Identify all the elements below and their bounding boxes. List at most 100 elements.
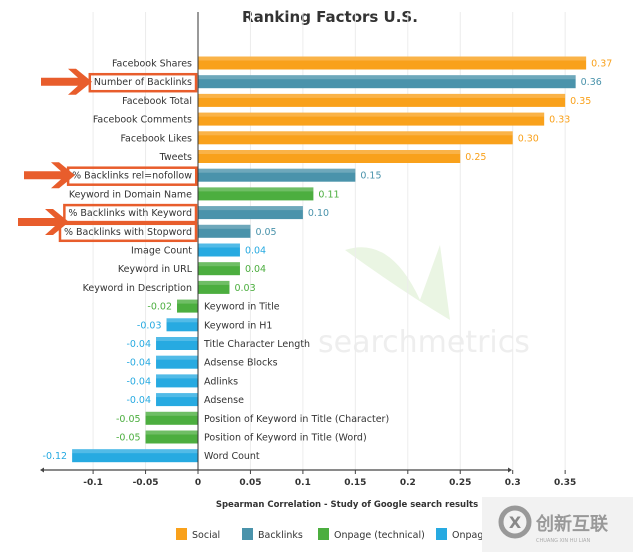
legend-item[interactable]: Social [176, 528, 220, 541]
bar[interactable] [198, 224, 251, 238]
value-label: -0.05 [116, 433, 141, 444]
bar[interactable] [198, 168, 356, 182]
corner-logo: X 创新互联 CHUANG XIN HU LIAN [482, 497, 633, 552]
bar-highlight [198, 75, 576, 80]
category-label: Title Character Length [203, 339, 310, 350]
value-label: -0.02 [147, 302, 172, 313]
category-label: Word Count [204, 451, 260, 462]
bar-highlight [198, 262, 240, 267]
legend-label: Social [192, 530, 220, 541]
bar-highlight [156, 337, 198, 341]
x-tick-label: 0.15 [344, 478, 366, 488]
value-label: -0.05 [116, 414, 141, 425]
bar-highlight [198, 150, 461, 154]
bar[interactable] [145, 411, 198, 425]
x-tick-label: -0.05 [133, 478, 159, 488]
x-tick-label: 0.3 [505, 478, 521, 488]
bar[interactable] [156, 374, 198, 388]
x-tick-label: 0 [195, 478, 201, 488]
x-tick-label: 0.35 [554, 478, 576, 488]
category-label: Position of Keyword in Title (Character) [204, 414, 389, 425]
category-label: Adsense [204, 395, 244, 406]
category-label: Facebook Total [122, 96, 192, 107]
bar-highlight [198, 243, 240, 248]
value-label: 0.36 [581, 77, 602, 88]
bar[interactable] [156, 337, 198, 350]
bar-highlight [198, 56, 587, 61]
arrow-icon [41, 68, 92, 95]
x-axis-label: Spearman Correlation - Study of Google s… [216, 500, 478, 510]
value-label: 0.03 [234, 283, 255, 294]
bar-highlight [198, 206, 303, 211]
bar-highlight [156, 374, 198, 379]
category-label: Keyword in URL [118, 264, 193, 275]
x-tick-label: 0.1 [295, 478, 311, 488]
value-label: 0.05 [255, 227, 276, 238]
arrow-icon [18, 208, 69, 235]
bar-highlight [198, 187, 314, 192]
legend-label: Onpage (technical) [334, 530, 425, 541]
legend-item[interactable]: Onpage (technical) [318, 528, 425, 541]
bar-highlight [156, 355, 198, 360]
category-label: Keyword in Title [204, 302, 280, 313]
bar-highlight [198, 93, 566, 98]
value-label: -0.12 [43, 451, 68, 462]
bar-highlight [72, 449, 198, 454]
highlight-box [58, 222, 198, 243]
bar[interactable] [145, 430, 198, 444]
category-label: % Backlinks with Keyword [68, 208, 192, 219]
legend-label: Backlinks [258, 530, 303, 541]
legend-swatch [242, 528, 253, 540]
bar-highlight [145, 430, 198, 435]
bar-highlight [198, 131, 513, 136]
bar[interactable] [198, 112, 545, 126]
bar[interactable] [156, 393, 198, 407]
x-tick-label: 0.05 [239, 478, 261, 488]
value-label: -0.04 [126, 376, 151, 387]
category-label: % Backlinks rel=nofollow [72, 171, 192, 182]
category-label: Adlinks [204, 376, 238, 387]
bar[interactable] [166, 318, 198, 332]
bar-highlight [156, 393, 198, 398]
highlight-box [63, 203, 198, 224]
bar[interactable] [198, 280, 230, 294]
bar[interactable] [198, 262, 240, 276]
searchmetrics-watermark: searchmetrics [318, 245, 530, 360]
bar-highlight [166, 318, 198, 323]
svg-text:searchmetrics: searchmetrics [318, 325, 530, 360]
value-label: 0.35 [570, 96, 591, 107]
legend-label: Onpage [452, 530, 489, 541]
bar[interactable] [198, 93, 566, 107]
category-label: Number of Backlinks [94, 77, 192, 88]
category-label: % Backlinks with Stopword [64, 227, 192, 238]
bar[interactable] [72, 449, 198, 463]
legend-item[interactable]: Backlinks [242, 528, 303, 541]
bar-highlight [177, 299, 198, 304]
bar-highlight [198, 280, 230, 285]
bar[interactable] [198, 150, 461, 163]
category-label: Facebook Shares [112, 59, 192, 70]
legend-item[interactable]: Onpage [436, 528, 489, 541]
bar[interactable] [198, 243, 240, 257]
svg-text:创新互联: 创新互联 [535, 513, 608, 535]
value-label: 0.30 [518, 133, 539, 144]
value-label: 0.25 [465, 152, 486, 163]
bar[interactable] [156, 355, 198, 369]
bar[interactable] [177, 299, 198, 313]
bar-highlight [198, 112, 545, 117]
bar[interactable] [198, 131, 513, 145]
category-label: Keyword in Domain Name [69, 189, 192, 200]
bar[interactable] [198, 187, 314, 201]
bar[interactable] [198, 56, 587, 70]
value-label: -0.03 [137, 320, 162, 331]
value-label: -0.04 [126, 358, 151, 369]
value-label: 0.04 [245, 264, 266, 275]
value-label: 0.15 [360, 171, 381, 182]
bar[interactable] [198, 206, 303, 220]
bar[interactable] [198, 75, 576, 89]
bar-highlight [198, 168, 356, 173]
chart-title: Ranking Factors U.S. [242, 8, 418, 26]
category-label: Adsense Blocks [204, 358, 278, 369]
x-tick-label: 0.25 [449, 478, 471, 488]
